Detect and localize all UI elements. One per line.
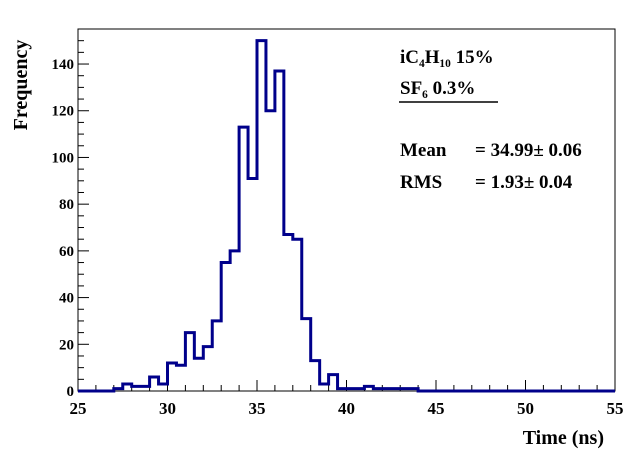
y-axis-title: Frequency [10, 40, 32, 131]
plot-frame [77, 28, 616, 392]
histogram-bin [248, 178, 257, 391]
histogram-bin [194, 358, 203, 391]
legend-gas-line2: SF₆ 0.3% [400, 78, 475, 99]
x-tick-label: 45 [428, 399, 445, 418]
y-tick-label: 20 [59, 337, 74, 353]
x-tick-label: 55 [607, 399, 624, 418]
y-tick-label: 120 [52, 104, 75, 120]
y-tick-label: 140 [52, 57, 75, 73]
y-axis-ticks: 0 20 40 60 80 100 120 140 [52, 28, 89, 400]
legend-rms-label: RMS [400, 172, 442, 193]
x-tick-label: 35 [249, 399, 266, 418]
legend-mean-value: = 34.99± 0.06 [475, 140, 582, 161]
histogram-bin [284, 235, 293, 391]
x-axis-title: Time (ns) [523, 427, 604, 449]
legend: iC₄H₁₀ 15% SF₆ 0.3% Mean = 34.99± 0.06 R… [399, 47, 582, 193]
legend-mean-label: Mean [400, 140, 447, 161]
histogram-line [78, 39, 615, 393]
y-tick-label: 100 [52, 150, 75, 166]
y-tick-label: 40 [59, 291, 74, 307]
y-tick-label: 80 [59, 197, 74, 213]
x-tick-label: 50 [517, 399, 534, 418]
x-tick-label: 40 [338, 399, 355, 418]
legend-gas-line1: iC₄H₁₀ 15% [400, 47, 494, 68]
x-axis-ticks: 25 30 35 40 45 50 55 [70, 380, 624, 418]
legend-rms-value: = 1.93± 0.04 [475, 172, 573, 193]
histogram-bin [176, 365, 185, 391]
histogram-bin [266, 111, 275, 391]
x-tick-label: 25 [70, 399, 87, 418]
x-tick-label: 30 [159, 399, 176, 418]
y-tick-label: 60 [59, 244, 74, 260]
histogram-bin [230, 251, 239, 391]
histogram-series [78, 39, 615, 393]
y-tick-label: 0 [67, 384, 75, 400]
